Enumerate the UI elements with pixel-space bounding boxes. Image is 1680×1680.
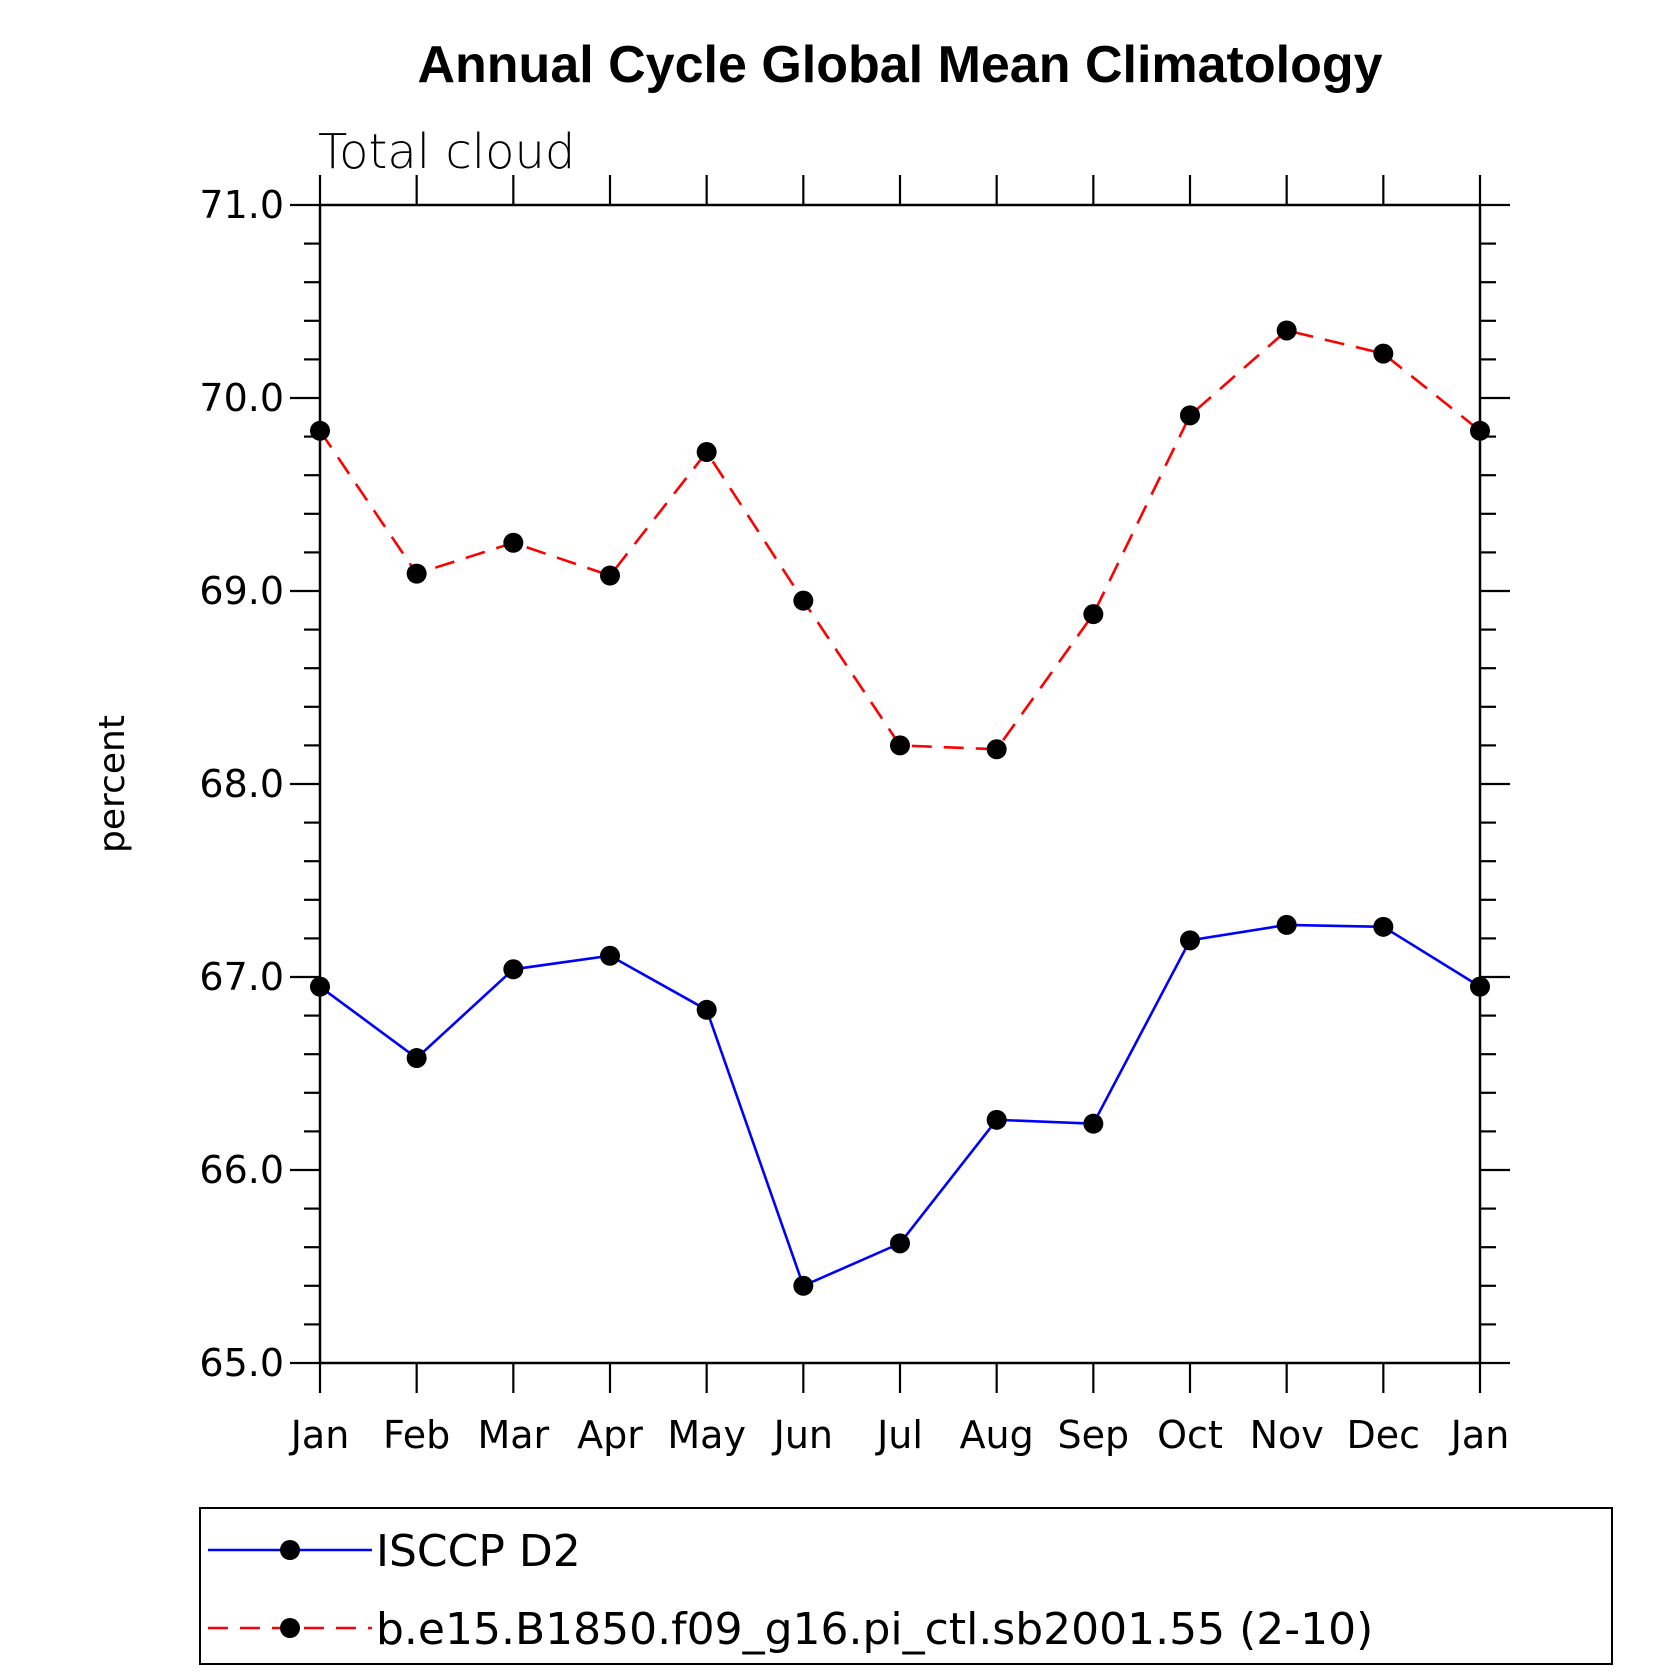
y-tick-label: 69.0	[199, 569, 284, 613]
x-tick-label: Mar	[477, 1413, 549, 1457]
series-1-point	[890, 735, 910, 756]
series-1-point	[793, 590, 814, 611]
y-tick-label: 68.0	[199, 762, 284, 806]
series-1-point	[986, 739, 1007, 760]
series-1-point	[696, 442, 717, 463]
plot-area: 65.0 66.0 67.0 68.0 69.0 70.0 71.0 Jan Feb Mar Apr…	[199, 175, 1510, 1457]
series-0-point	[1180, 930, 1200, 951]
x-tick-label: Aug	[960, 1413, 1034, 1457]
y-tick-label: 67.0	[199, 955, 284, 999]
series-0-point	[696, 999, 717, 1020]
series-1-point	[1276, 320, 1297, 341]
series-0-point	[406, 1048, 427, 1069]
legend-box	[199, 1507, 1613, 1665]
x-tick-label: Sep	[1058, 1413, 1130, 1457]
series-1-point	[503, 532, 524, 553]
series-0-point	[1373, 916, 1394, 937]
x-tick-label: May	[667, 1413, 746, 1457]
series-line-1	[318, 329, 1481, 751]
x-tick-label: Feb	[383, 1413, 450, 1457]
series-1-point	[406, 563, 427, 584]
y-tick-label: 66.0	[199, 1148, 284, 1192]
series-1-point	[310, 420, 330, 441]
series-0-point	[890, 1233, 910, 1254]
series-1-point	[1083, 604, 1104, 625]
chart-title: Annual Cycle Global Mean Climatology	[417, 36, 1382, 94]
x-tick-label: Jan	[289, 1413, 350, 1457]
legend-marker-0	[280, 1540, 300, 1560]
series-0-point	[600, 945, 620, 966]
series-0-point	[503, 959, 524, 980]
series-0-point	[793, 1275, 814, 1296]
series-1-point	[1373, 343, 1394, 364]
series-0-point	[986, 1109, 1007, 1130]
plot-frame	[318, 203, 1482, 1365]
series-line-0	[319, 923, 1481, 1288]
x-tick-label: Jan	[1449, 1413, 1510, 1457]
x-tick-label: Dec	[1347, 1413, 1421, 1457]
series-0-point	[1276, 914, 1297, 935]
y-axis-label: percent	[92, 715, 133, 853]
legend-label-0: ISCCP D2	[376, 1526, 581, 1577]
x-tick-label: Apr	[577, 1413, 643, 1457]
series-1-point	[1180, 405, 1200, 426]
legend-marker-1	[280, 1618, 300, 1638]
x-tick-label: Nov	[1250, 1413, 1324, 1457]
y-tick-label: 70.0	[199, 376, 284, 420]
x-tick-label: Oct	[1157, 1413, 1223, 1457]
series-0-point	[310, 976, 330, 997]
y-tick-label: 71.0	[199, 183, 284, 227]
legend-label-1: b.e15.B1850.f09_g16.pi_ctl.sb2001.55 (2-…	[376, 1604, 1373, 1655]
x-tick-label: Jun	[772, 1413, 833, 1457]
legend: ISCCP D2 b.e15.B1850.f09_g16.pi_ctl.sb200…	[199, 1507, 1613, 1665]
series-0-point	[1083, 1113, 1104, 1134]
series-1-point	[1470, 420, 1490, 441]
chart-subtitle: Total cloud	[318, 124, 575, 180]
series-0-point	[1470, 976, 1490, 997]
x-tick-label: Jul	[875, 1413, 923, 1457]
y-tick-label: 65.0	[199, 1341, 284, 1385]
series-1-point	[600, 565, 620, 586]
